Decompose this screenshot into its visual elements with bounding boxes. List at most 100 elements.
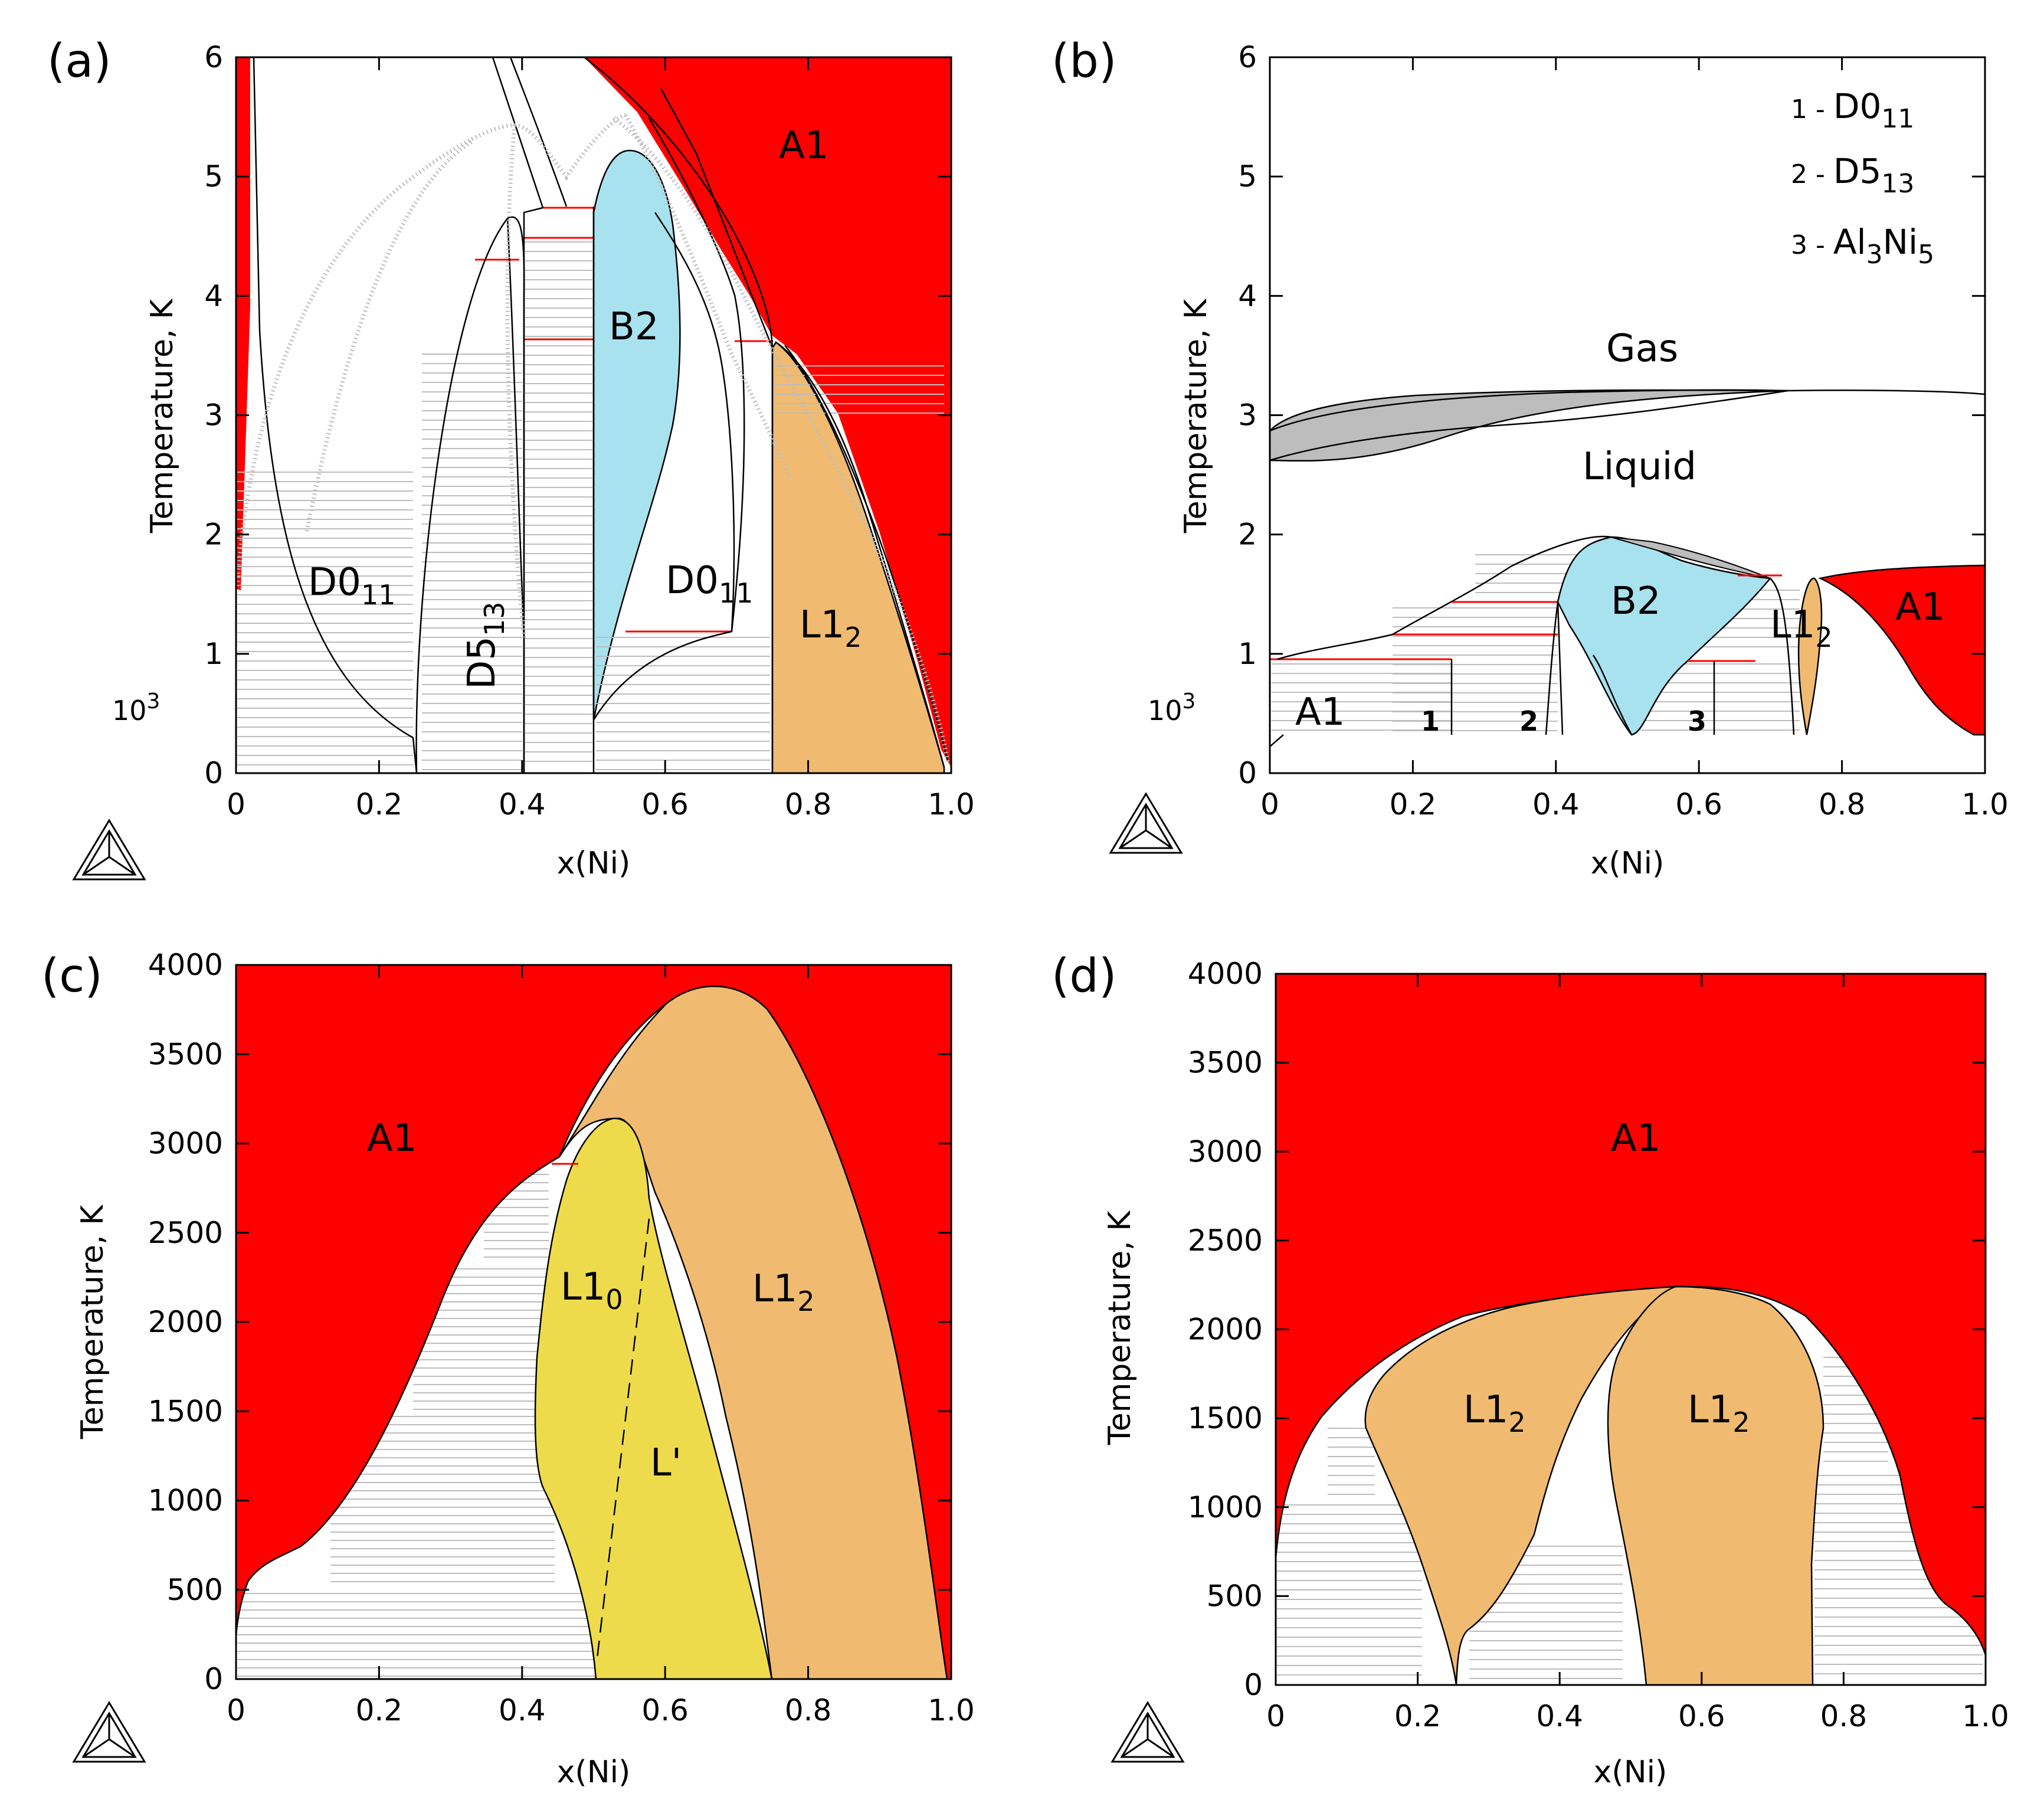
- y-tick-label: 4: [204, 279, 223, 313]
- y-tick-label: 4000: [1188, 957, 1263, 991]
- x-tick-label: 0.4: [1532, 787, 1580, 822]
- region-number-2: 2: [1519, 705, 1538, 737]
- phase-label-a1-c: A1: [367, 1117, 417, 1160]
- y-tick-label: 3000: [1188, 1134, 1263, 1169]
- x-tick-label: 0.6: [1678, 1699, 1725, 1733]
- y-multiplier-a: 103: [112, 689, 160, 727]
- a1-region-a: [584, 57, 951, 767]
- x-tick-label: 0.8: [785, 1693, 832, 1727]
- legend-item-1: 1 - D011: [1791, 86, 1914, 134]
- y-tick-label: 500: [1207, 1579, 1263, 1613]
- panel-d: (d) 0 0.2 0.4 0.6 0.8 1.0 0 500 1000 1500 2000 2500…: [1052, 950, 2009, 1790]
- y-axis-title-c: Temperature, K: [75, 1204, 110, 1439]
- legend-item-3: 3 - Al3Ni5: [1791, 222, 1934, 270]
- y-tick-label: 3500: [148, 1037, 223, 1071]
- panel-letter-b: (b): [1052, 35, 1116, 88]
- tie-lines-a-rect: [237, 241, 944, 770]
- y-tick-label: 3000: [148, 1127, 223, 1161]
- thermo-calc-logo-d: [1111, 1701, 1185, 1763]
- ticks-d: 0 0.2 0.4 0.6 0.8 1.0 0 500 1000 1500 2000 2500 3000…: [1188, 957, 2009, 1733]
- y-axis-title-b: Temperature, K: [1178, 298, 1214, 534]
- x-axis-title-c: x(Ni): [557, 1755, 631, 1790]
- thermo-calc-triangle-icon: [72, 1701, 146, 1763]
- y-tick-label: 6: [204, 40, 223, 74]
- legend-item-2: 2 - D513: [1791, 151, 1914, 199]
- a1-region-b: [1818, 564, 1985, 736]
- thermo-calc-triangle-icon: [1111, 1701, 1185, 1763]
- phase-label-d513-a: D513: [460, 601, 510, 689]
- thermo-calc-logo-b: [1109, 792, 1183, 854]
- phase-label-liquid: Liquid: [1583, 445, 1696, 489]
- x-tick-label: 0.4: [499, 1693, 546, 1727]
- boundaries-b: [1270, 389, 1795, 747]
- x-tick-label: 1.0: [1961, 787, 2009, 822]
- y-tick-label: 5: [204, 159, 223, 194]
- thermo-calc-logo-a: [72, 819, 146, 881]
- panel-a: (a): [47, 35, 975, 881]
- y-tick-label: 0: [204, 756, 223, 790]
- gas-b2-grey-sliver: [1610, 536, 1771, 579]
- x-axis-title-a: x(Ni): [557, 846, 631, 881]
- y-multiplier-b: 103: [1148, 689, 1195, 727]
- a1-region-left: [236, 57, 250, 590]
- y-tick-label: 500: [167, 1573, 223, 1607]
- y-tick-label: 1500: [148, 1394, 223, 1428]
- b2-region-a: [592, 149, 681, 721]
- y-tick-label: 1: [204, 637, 223, 671]
- phase-label-d011-right: D011: [666, 559, 754, 609]
- y-tick-label: 0: [1238, 756, 1257, 790]
- phase-label-l12-b: L12: [1770, 603, 1833, 653]
- svg-text:Temperature, K: Temperature, K: [75, 1204, 110, 1439]
- l12-region-d-right: [1607, 1285, 1824, 1685]
- thermo-calc-triangle-icon: [72, 819, 146, 881]
- y-tick-label: 1000: [148, 1484, 223, 1518]
- phase-label-l10: L10: [561, 1265, 623, 1316]
- panel-b: (b): [1052, 35, 2009, 881]
- svg-text:D513: D513: [460, 601, 510, 689]
- x-tick-label: 0: [1260, 787, 1279, 822]
- ticks-a: 0 0.2 0.4 0.6 0.8 1.0 0 1 2 3 4 5 6: [204, 40, 975, 822]
- y-tick-label: 6: [1238, 40, 1257, 74]
- svg-text:Temperature, K: Temperature, K: [1178, 298, 1214, 534]
- y-axis-title-d: Temperature, K: [1102, 1210, 1138, 1445]
- invariant-lines-b: [1270, 574, 1782, 662]
- phase-label-a1-d: A1: [1611, 1117, 1661, 1160]
- thermo-calc-logo-c: [72, 1701, 146, 1763]
- phase-label-l-prime: L': [650, 1441, 682, 1485]
- phase-label-a1-b-left: A1: [1295, 691, 1345, 734]
- x-tick-label: 1.0: [928, 1693, 975, 1727]
- x-tick-label: 0.6: [1675, 787, 1722, 822]
- phase-label-l12-d-left: L12: [1463, 1388, 1526, 1438]
- ticks-b: 0 0.2 0.4 0.6 0.8 1.0 0 1 2 3 4 5 6: [1238, 40, 2009, 822]
- l12-region-b: [1797, 577, 1823, 735]
- thermo-calc-triangle-icon: [1109, 792, 1183, 854]
- x-tick-label: 0.6: [641, 787, 689, 822]
- l10-region-c: [534, 1117, 773, 1679]
- y-tick-label: 4000: [148, 948, 223, 982]
- svg-text:Temperature, K: Temperature, K: [1102, 1210, 1138, 1445]
- y-tick-label: 2: [204, 518, 223, 552]
- y-tick-label: 2500: [148, 1216, 223, 1250]
- y-axis-title-a: Temperature, K: [145, 298, 180, 534]
- region-number-1: 1: [1421, 705, 1440, 737]
- y-tick-label: 1500: [1188, 1401, 1263, 1435]
- l12-region-c: [558, 985, 948, 1679]
- phase-label-l12-c: L12: [752, 1267, 815, 1317]
- l12-region-d-left: [1364, 1285, 1679, 1685]
- y-tick-label: 3500: [1188, 1046, 1263, 1080]
- y-tick-label: 2000: [1188, 1313, 1263, 1347]
- ticks-c: 0 0.2 0.4 0.6 0.8 1.0 0 500 1000 1500 2000 2500 3000…: [148, 948, 975, 1727]
- x-tick-label: 0: [1266, 1699, 1285, 1733]
- y-tick-label: 4: [1238, 279, 1257, 313]
- y-tick-label: 1000: [1188, 1490, 1263, 1524]
- x-tick-label: 0: [227, 1693, 245, 1727]
- phase-label-b2-a: B2: [609, 305, 659, 349]
- x-tick-label: 0.8: [785, 787, 832, 822]
- panel-letter-d: (d): [1052, 950, 1116, 1003]
- x-tick-label: 0.6: [641, 1693, 689, 1727]
- l12-region-a: [771, 341, 945, 773]
- x-tick-label: 0.2: [1394, 1699, 1442, 1733]
- panel-letter-c: (c): [41, 950, 103, 1003]
- y-tick-label: 5: [1238, 159, 1257, 194]
- phase-label-a1-b-right: A1: [1895, 585, 1945, 629]
